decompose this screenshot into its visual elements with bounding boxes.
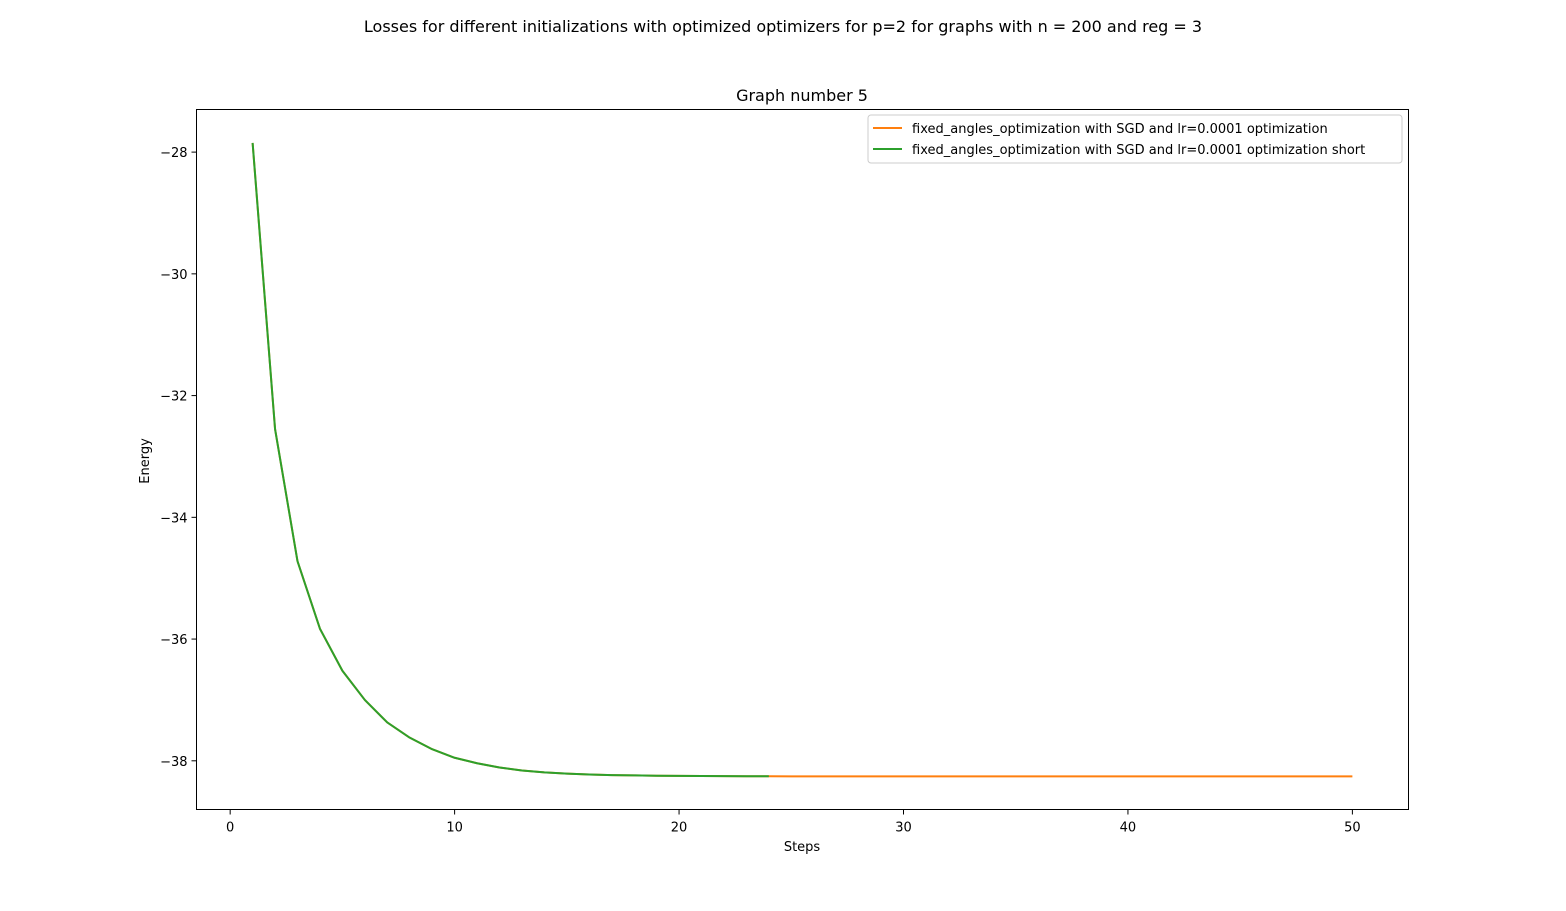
legend-label-optimization-short: fixed_angles_optimization with SGD and l…	[912, 143, 1365, 158]
y-axis: −28 −30 −32 −34 −36 −38	[160, 146, 197, 770]
legend-box	[867, 114, 1403, 164]
x-tick-label: 0	[226, 821, 234, 836]
x-tick-label: 30	[895, 821, 912, 836]
y-tick-label: −34	[160, 511, 187, 526]
y-tick-label: −38	[160, 755, 187, 770]
x-tick-label: 10	[446, 821, 463, 836]
x-axis-label: Steps	[784, 840, 821, 855]
legend: fixed_angles_optimization with SGD and l…	[867, 114, 1403, 164]
plot-area: 0 10 20 30 40 50 −28 −30 −32 −34 −36 −38	[160, 109, 1409, 836]
series-lines	[251, 142, 1353, 778]
series-line-1	[251, 142, 769, 778]
x-axis: 0 10 20 30 40 50	[226, 809, 1361, 836]
x-tick-label: 20	[671, 821, 688, 836]
y-tick-label: −36	[160, 633, 187, 648]
legend-label-optimization: fixed_angles_optimization with SGD and l…	[912, 122, 1328, 137]
y-axis-label: Energy	[138, 438, 153, 484]
plot-frame	[196, 109, 1409, 810]
figure-suptitle: Losses for different initializations wit…	[364, 17, 1202, 36]
x-tick-label: 50	[1344, 821, 1361, 836]
x-tick-label: 40	[1120, 821, 1137, 836]
y-tick-label: −32	[160, 390, 187, 405]
y-tick-label: −28	[160, 146, 187, 161]
y-tick-label: −30	[160, 268, 187, 283]
series-line-0	[251, 142, 1353, 778]
chart-title: Graph number 5	[736, 86, 868, 105]
